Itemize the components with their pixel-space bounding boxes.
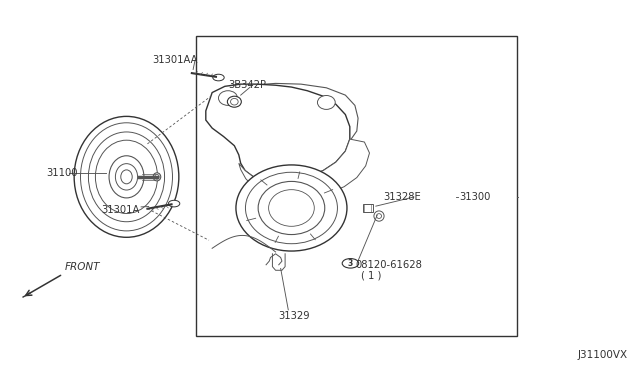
Polygon shape: [206, 84, 350, 182]
Text: FRONT: FRONT: [64, 263, 100, 272]
Text: ( 1 ): ( 1 ): [360, 271, 381, 281]
Circle shape: [212, 74, 224, 81]
Ellipse shape: [81, 123, 173, 231]
Ellipse shape: [246, 172, 337, 244]
Bar: [196, 36, 516, 336]
Text: J31100VX: J31100VX: [577, 350, 628, 360]
Ellipse shape: [258, 182, 324, 235]
Text: 31301AA: 31301AA: [152, 55, 197, 65]
Text: 08120-61628: 08120-61628: [355, 260, 422, 270]
Polygon shape: [218, 83, 358, 157]
Text: 31301A: 31301A: [101, 205, 140, 215]
Ellipse shape: [376, 214, 381, 218]
Text: 31300: 31300: [460, 192, 491, 202]
Ellipse shape: [115, 164, 138, 190]
Text: 31329: 31329: [279, 311, 310, 321]
Ellipse shape: [95, 140, 157, 214]
Bar: [362, 203, 372, 212]
Ellipse shape: [269, 190, 314, 226]
Ellipse shape: [153, 173, 161, 181]
Ellipse shape: [230, 99, 238, 105]
Ellipse shape: [218, 91, 237, 105]
Ellipse shape: [109, 156, 144, 198]
Circle shape: [168, 200, 180, 207]
Text: 3: 3: [348, 259, 353, 268]
Text: 31100: 31100: [46, 168, 77, 178]
Ellipse shape: [227, 96, 241, 107]
Ellipse shape: [155, 174, 159, 179]
Text: 3B342P: 3B342P: [228, 80, 266, 90]
Ellipse shape: [74, 116, 179, 237]
Circle shape: [342, 259, 358, 268]
Polygon shape: [239, 139, 369, 199]
Ellipse shape: [121, 170, 132, 184]
Ellipse shape: [317, 96, 335, 109]
Ellipse shape: [236, 165, 347, 251]
Ellipse shape: [88, 132, 164, 222]
Ellipse shape: [374, 211, 384, 221]
Text: 31328E: 31328E: [383, 192, 421, 202]
